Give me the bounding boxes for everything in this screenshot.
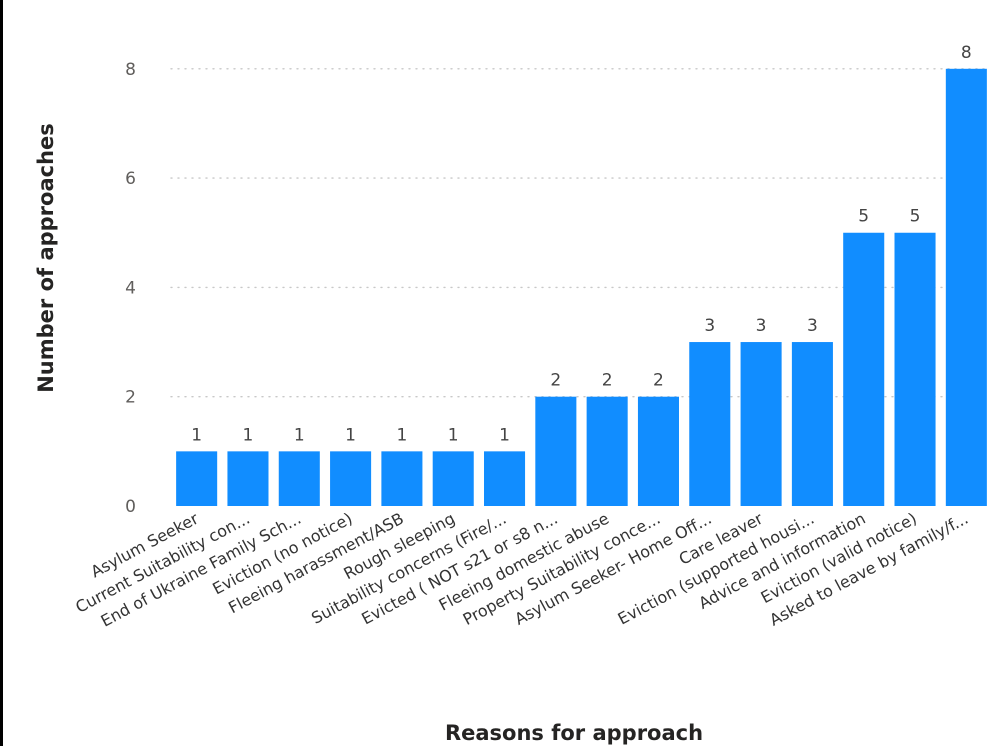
bar: [432, 451, 474, 506]
bar: [381, 451, 423, 506]
data-label: 1: [243, 425, 254, 445]
bar: [637, 396, 679, 506]
data-label: 1: [294, 425, 305, 445]
bars: [176, 68, 987, 506]
data-label: 1: [448, 425, 459, 445]
data-label: 3: [807, 316, 818, 336]
data-label: 3: [756, 316, 767, 336]
data-label: 3: [704, 316, 715, 336]
bar: [689, 342, 731, 506]
bar: [843, 232, 885, 506]
bar: [740, 342, 782, 506]
bar: [330, 451, 372, 506]
data-label: 1: [499, 425, 510, 445]
bar: [176, 451, 218, 506]
y-tick-label: 0: [125, 497, 136, 517]
data-label: 1: [396, 425, 407, 445]
bar: [894, 232, 936, 506]
bar: [535, 396, 577, 506]
bar: [586, 396, 628, 506]
bar: [945, 68, 987, 506]
y-tick-label: 2: [125, 388, 136, 408]
bar-chart: 0 2 4 6 8 1 1 1 1 1 1 1 2 2 2 3 3 3 5 5 8 Asylum SeekerCurr…: [34, 43, 989, 745]
y-axis-title: Number of approaches: [34, 123, 58, 393]
y-tick-label: 6: [125, 169, 136, 189]
data-label: 1: [345, 425, 356, 445]
bar: [791, 342, 833, 506]
data-labels: 1 1 1 1 1 1 1 2 2 2 3 3 3 5 5 8: [191, 43, 972, 446]
bar: [278, 451, 320, 506]
y-axis-ticks: 0 2 4 6 8: [125, 60, 136, 517]
y-tick-label: 8: [125, 60, 136, 80]
data-label: 5: [858, 207, 869, 227]
y-tick-label: 4: [125, 278, 136, 298]
data-label: 2: [653, 371, 664, 391]
bar: [484, 451, 526, 506]
data-label: 1: [191, 425, 202, 445]
bar: [227, 451, 269, 506]
data-label: 8: [961, 43, 972, 63]
data-label: 2: [550, 371, 561, 391]
data-label: 5: [910, 207, 921, 227]
x-axis-title: Reasons for approach: [445, 721, 703, 745]
data-label: 2: [602, 371, 613, 391]
